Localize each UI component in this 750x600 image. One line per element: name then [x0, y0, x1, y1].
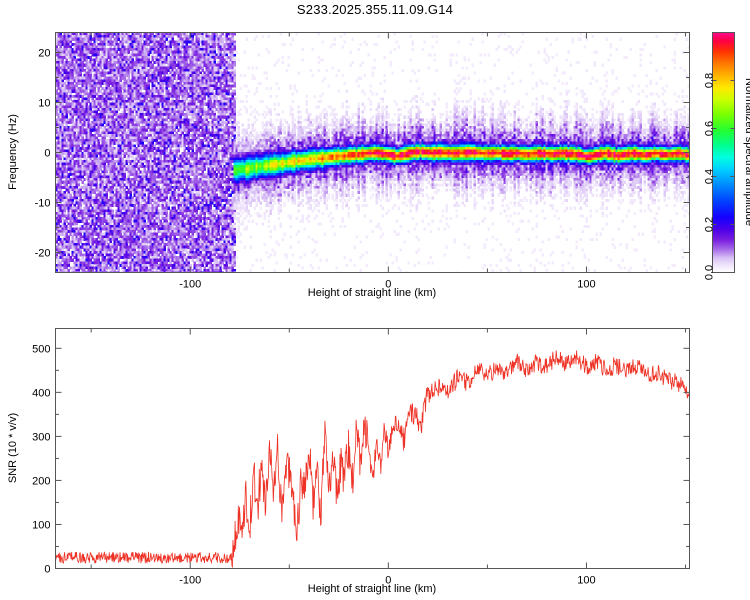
spectrogram-xtick-label: -100: [179, 279, 201, 291]
spectrogram-x-axis-label: Height of straight line (km): [308, 287, 436, 299]
colorbar-tick-label: 0.6: [704, 121, 716, 136]
colorbar-gradient[interactable]: [712, 32, 735, 273]
colorbar-tick-label: 0.2: [704, 217, 716, 232]
colorbar-tick-label: 0.8: [704, 73, 716, 88]
colorbar-tick-label: 0.4: [704, 169, 716, 184]
snr-x-axis-label: Height of straight line (km): [308, 583, 436, 595]
figure-title: S233.2025.355.11.09.G14: [296, 2, 454, 17]
spectrogram-heatmap: [55, 32, 690, 273]
spectrogram-xtick-label: 0: [385, 279, 391, 291]
colorbar-group[interactable]: 0.0 0.2 0.4 0.6 0.8 Normalized spectral ampl…: [704, 32, 750, 281]
snr-frame: [55, 328, 690, 569]
snr-y-axis-label: SNR (10 * v/v): [7, 413, 19, 483]
spectrogram-ytick-label: -20: [35, 248, 51, 260]
snr-ytick-label: 300: [32, 431, 50, 443]
snr-ytick-label: 200: [32, 475, 50, 487]
snr-axes: 0 100 200 300 400 500 -100 0 100: [32, 328, 690, 587]
colorbar-tick-label: 0.0: [704, 265, 716, 280]
colorbar-frame: [712, 32, 735, 273]
spectrogram-ytick-label: -10: [35, 198, 51, 210]
snr-ytick-label: 100: [32, 519, 50, 531]
spectrogram-ytick-label: 0: [44, 148, 50, 160]
colorbar-ticks: 0.0 0.2 0.4 0.6 0.8: [704, 73, 735, 280]
snr-ytick-label: 0: [44, 564, 50, 576]
snr-line-series: [55, 350, 690, 568]
spectrogram-ytick-label: 10: [38, 98, 50, 110]
spectrogram-y-axis-label: Frequency (Hz): [7, 114, 19, 190]
spectrogram-xtick-label: 100: [577, 279, 595, 291]
colorbar-label: Normalized spectral amplitude: [743, 78, 750, 226]
snr-ytick-label: 400: [32, 387, 50, 399]
snr-ytick-label: 500: [32, 343, 50, 355]
snr-xtick-label: 100: [577, 575, 595, 587]
snr-xtick-label: 0: [385, 575, 391, 587]
snr-xtick-label: -100: [179, 575, 201, 587]
snr-plot-area[interactable]: [55, 328, 690, 569]
spectrogram-ytick-label: 20: [38, 48, 50, 60]
